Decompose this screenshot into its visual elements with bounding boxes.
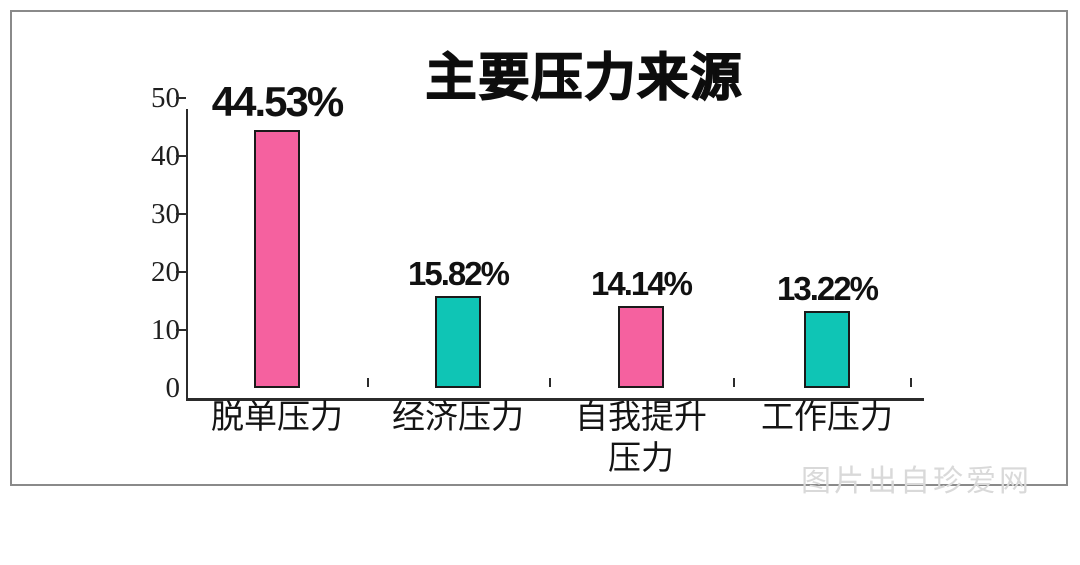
bar-1 [254, 129, 300, 388]
x-axis-end-tick [910, 378, 912, 387]
bar-2 [435, 296, 481, 388]
x-category-label: 脱单压力 [211, 398, 343, 435]
x-tick-mark [548, 378, 551, 387]
bar-4 [804, 311, 850, 388]
y-tick-mark [176, 155, 186, 157]
y-tick-label: 0 [165, 372, 181, 404]
bar-value-label: 14.14% [591, 264, 693, 302]
y-tick-mark [176, 329, 186, 331]
watermark-text: 图片出自珍爱网 [801, 465, 1032, 498]
y-tick-label: 40 [151, 140, 180, 172]
y-tick-label: 30 [151, 198, 180, 230]
x-category-label: 工作压力 [761, 398, 893, 435]
y-tick-mark [176, 213, 186, 215]
y-tick-label: 50 [151, 82, 180, 114]
bar-value-label: 15.82% [408, 255, 510, 293]
bar-value-label: 44.53% [211, 77, 344, 125]
chart-title: 主要压力来源 [425, 48, 744, 107]
x-category-label: 经济压力 [392, 398, 524, 435]
x-category-label: 自我提升 压力 [575, 398, 707, 477]
x-tick-mark [733, 378, 735, 387]
chart-card: 主要压力来源 0 10 20 30 40 50 44.53% 脱单压力 15.82% 经济压力 14… [10, 10, 1068, 498]
x-tick-mark [366, 378, 369, 387]
y-tick-label: 10 [151, 314, 180, 346]
y-tick-mark [176, 97, 186, 99]
bar-3 [618, 305, 664, 388]
x-axis-line [186, 398, 924, 401]
bar-value-label: 13.22% [777, 270, 879, 308]
y-tick-label: 20 [151, 256, 180, 288]
y-tick-mark [176, 271, 186, 273]
y-axis-line [186, 109, 188, 401]
